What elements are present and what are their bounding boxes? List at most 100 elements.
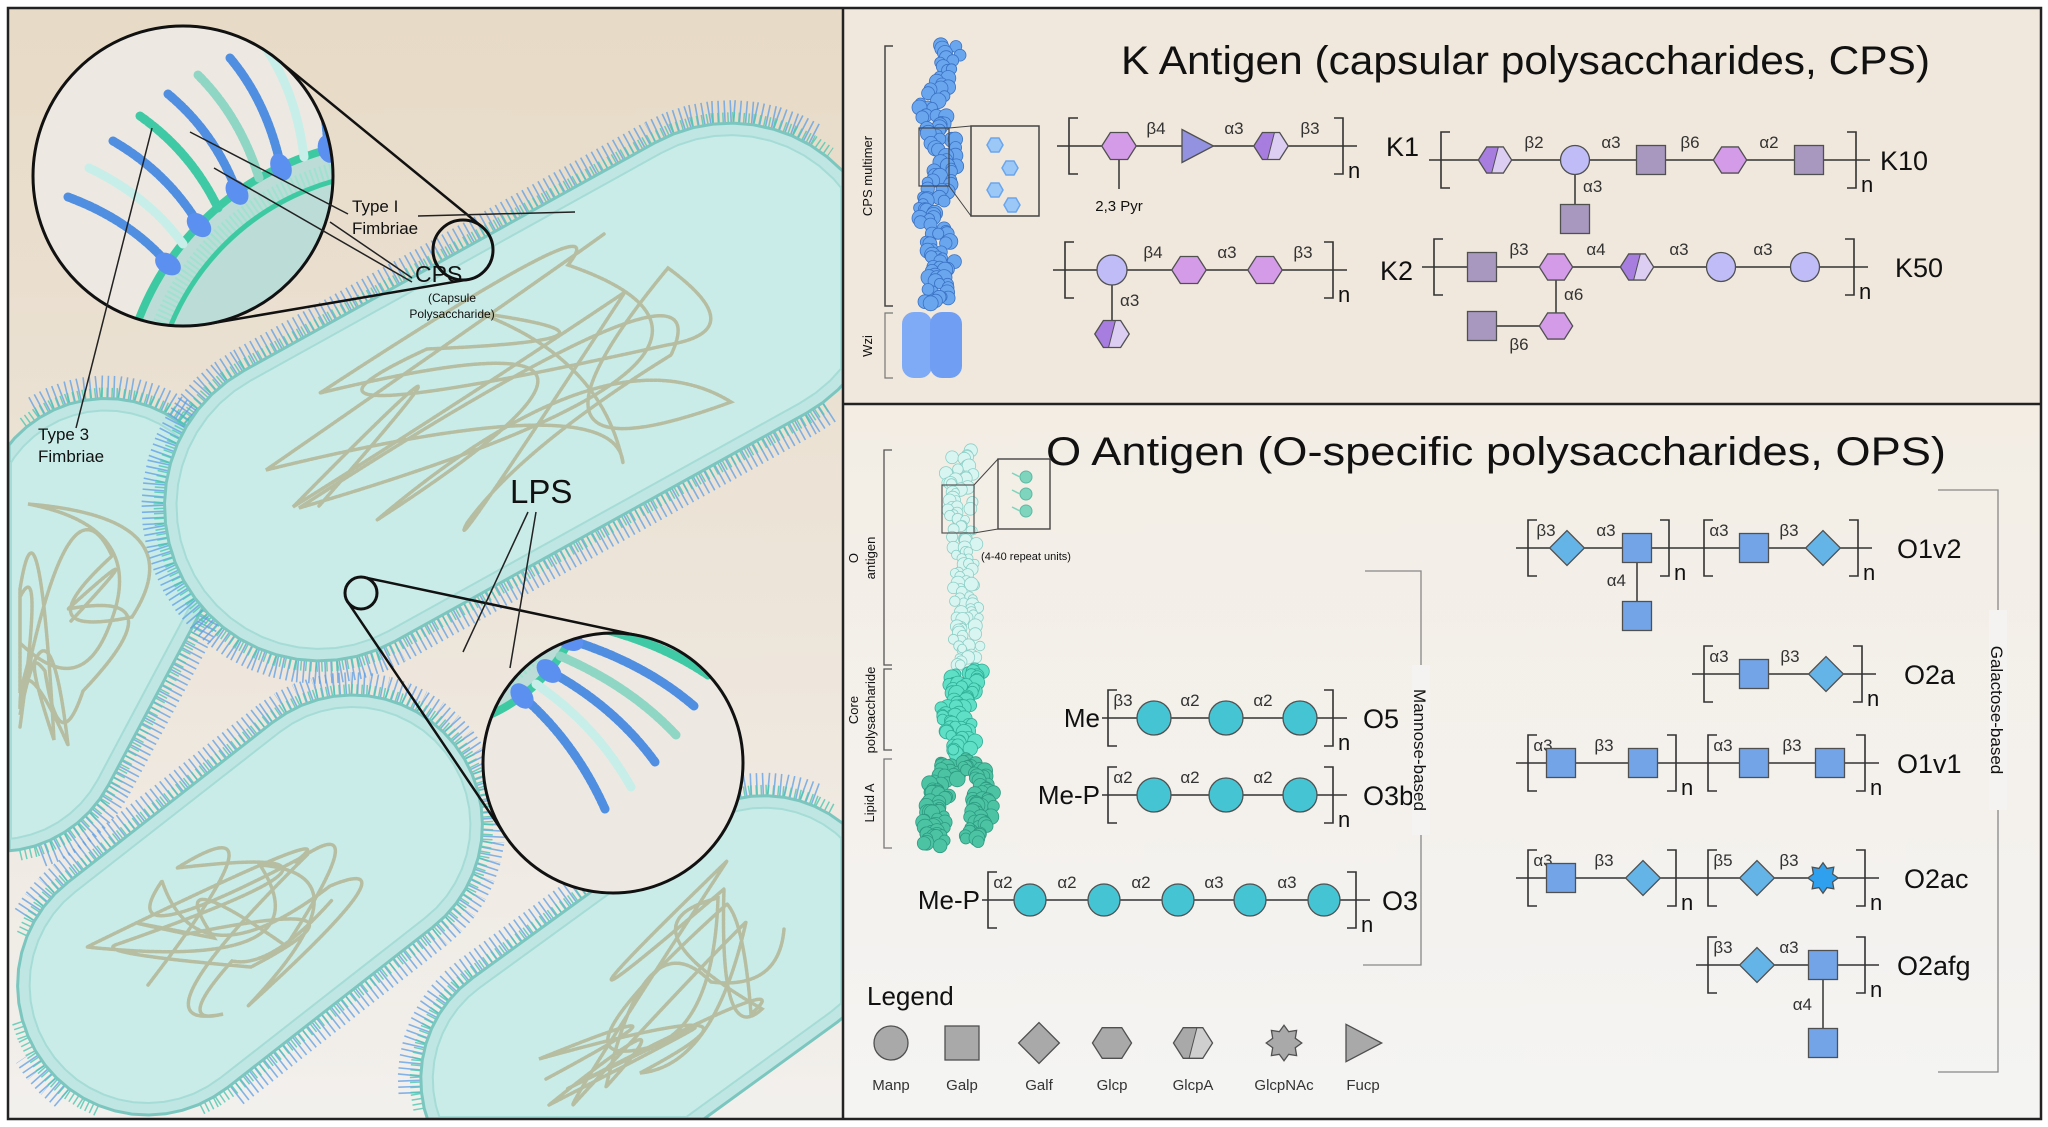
repeat-bracket-left (1527, 519, 1537, 577)
serotype-label: K2 (1380, 256, 1413, 286)
linkage-label: α3 (1224, 119, 1243, 138)
repeat-n-label: n (1681, 890, 1693, 915)
wzi-protein (902, 312, 962, 378)
repeat-bracket-right (1845, 238, 1855, 296)
cps-inset-box (970, 125, 1040, 217)
linkage-label: α2 (1180, 691, 1199, 710)
branch: α4 (1607, 548, 1653, 632)
surface-polysaccharide-strand (225, 53, 286, 172)
serotype-label: O1v2 (1897, 534, 1962, 564)
repeat-n-label: n (1348, 158, 1360, 183)
split-outline (1093, 319, 1131, 349)
cps-multimer-molecule (911, 37, 967, 312)
callout-line (189, 131, 349, 215)
cps-zoom-inset (31, 24, 495, 328)
cps-multimer-bracket (884, 45, 893, 307)
linkage-label: α2 (1131, 873, 1150, 892)
circle-manp-icon (1208, 700, 1244, 736)
molecule-atom-blob (974, 640, 986, 652)
molecule-atom-blob (957, 643, 967, 654)
mannose-group-label: Mannose-based (1410, 689, 1429, 811)
square-galp-icon (1545, 747, 1577, 779)
linkage-label: α3 (1779, 938, 1798, 957)
callout-line (213, 167, 413, 283)
linkage-label: α3 (1669, 240, 1688, 259)
repeat-bracket-left (1107, 766, 1117, 824)
sugar-ring-icon (1001, 160, 1019, 176)
glycan-o3: Me-P n α2 α2 α2 α3 α3 O3 (918, 871, 1418, 937)
cps-label: CPS (415, 261, 462, 287)
o-antigen-side-label: O (846, 553, 861, 563)
molecule-atom-blob (932, 838, 948, 854)
split-dark-half (1620, 253, 1641, 281)
molecule-atom-blob (947, 744, 960, 756)
molecule-atom-blob (922, 295, 939, 312)
diamond-galf-icon (1624, 859, 1662, 897)
surface-polysaccharide-strand (531, 679, 636, 792)
linkage-label: β3 (1300, 119, 1319, 138)
square-galp-icon (1814, 747, 1846, 779)
linkage-label: β3 (1536, 521, 1555, 540)
circle-manp-icon (1282, 777, 1318, 813)
zoom-circle-outline (31, 24, 335, 328)
linkage-label: β3 (1594, 851, 1613, 870)
bacterium-main (141, 100, 843, 684)
zoom-circle-outline (481, 631, 745, 895)
star-glcpnac-icon (1806, 861, 1840, 895)
linkage-label: β3 (1779, 851, 1798, 870)
surface-polysaccharide-strand (565, 635, 699, 711)
branch-linkage-label: β6 (1509, 335, 1528, 354)
molecule-atom-blob (949, 595, 961, 607)
galactose-group-label: Galactose-based (1987, 646, 2006, 775)
molecule-atom-blob (954, 659, 966, 670)
wzi-lobe (902, 312, 932, 378)
core-label-line2: polysaccharide (863, 667, 878, 754)
serotype-label: O2a (1904, 660, 1956, 690)
glycan-o2a: n α3 β3 O2a (1692, 645, 1956, 711)
linkage-label: α3 (1601, 133, 1620, 152)
cps-sublabel-line2: Polysaccharide) (409, 307, 494, 321)
linkage-label: α3 (1753, 240, 1772, 259)
left-panel-labels: Type I Fimbriae CPS (Capsule Polysacchar… (38, 127, 576, 669)
lps-label: LPS (510, 473, 572, 510)
molecule-atom-blob (968, 627, 983, 641)
prefix-label: Me-P (1038, 780, 1100, 810)
linkage-label: α3 (1217, 243, 1236, 262)
square-galp-icon (1627, 747, 1659, 779)
square-galp-icon (1738, 532, 1770, 564)
prefix-label: Me (1064, 703, 1100, 733)
repeat-bracket-right (1856, 734, 1866, 792)
lipid-a-molecule-2 (955, 754, 1001, 848)
hexagon-glcp-icon (1712, 146, 1748, 174)
square-galp-icon (1738, 747, 1770, 779)
linkage-label: α2 (1057, 873, 1076, 892)
repeat-n-label: n (1338, 730, 1350, 755)
hexagon-glcp-icon (1170, 255, 1208, 285)
serotype-label: O2ac (1904, 864, 1969, 894)
type3-fimbriae-label: Type 3 (38, 425, 89, 444)
repeat-bracket-left (1107, 689, 1117, 747)
repeat-bracket-right (1324, 766, 1334, 824)
square-galp-icon (1807, 949, 1839, 981)
split-outline (1619, 253, 1655, 281)
diamond-galf-icon (1804, 529, 1842, 567)
side-chain (1011, 489, 1021, 495)
linkage-label: α3 (1596, 521, 1615, 540)
bacterium-bottom-left (11, 672, 506, 1117)
sugar-ring-icon (1003, 197, 1021, 213)
type1-fimbriae-label-line2: Fimbriae (352, 219, 418, 238)
linkage-label: β3 (1293, 243, 1312, 262)
serotype-label: O3 (1382, 886, 1418, 916)
wzi-porin (317, 135, 333, 163)
side-chain (1011, 506, 1021, 512)
nucleoid-dna (538, 859, 786, 1107)
glycan-o2afg: n α4 β3 α3 O2afg (1696, 936, 1971, 1059)
repeat-bracket-right (1856, 849, 1866, 907)
sugar-ring-icon (1019, 470, 1033, 484)
molecule-atom-blob (937, 194, 951, 208)
sugar-ring-icon (986, 137, 1004, 153)
split-line (1633, 253, 1641, 281)
circle-manp-icon (1307, 883, 1341, 917)
